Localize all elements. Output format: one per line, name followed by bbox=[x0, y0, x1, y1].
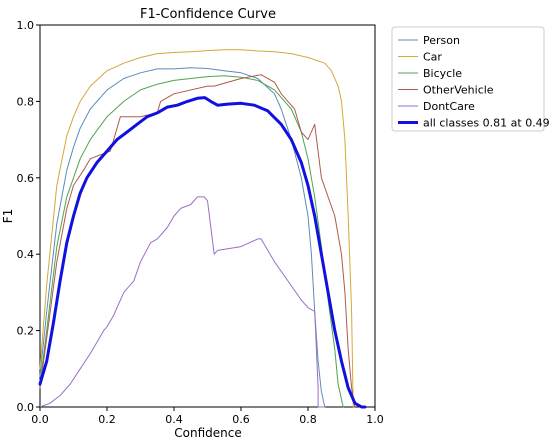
y-axis: 0.0 0.2 0.4 0.6 0.8 1.0 bbox=[17, 19, 40, 414]
y-axis-label: F1 bbox=[1, 209, 15, 224]
series-line-othervehicle bbox=[39, 74, 356, 408]
y-tick-label: 1.0 bbox=[17, 19, 35, 32]
legend: Person Car Bicycle OtherVehicle DontCare all … bbox=[391, 26, 550, 132]
x-tick-label: 0.6 bbox=[232, 413, 250, 426]
x-tick-label: 1.0 bbox=[366, 413, 384, 426]
legend-box bbox=[391, 26, 545, 132]
x-axis-label: Confidence bbox=[174, 426, 241, 440]
legend-label: Car bbox=[423, 51, 442, 64]
y-tick-label: 0.6 bbox=[17, 172, 35, 185]
x-tick-label: 0.8 bbox=[299, 413, 317, 426]
y-tick-label: 0.2 bbox=[17, 325, 35, 338]
x-axis: 0.0 0.2 0.4 0.6 0.8 1.0 bbox=[31, 407, 384, 426]
y-tick-label: 0.8 bbox=[17, 95, 35, 108]
x-tick-label: 0.2 bbox=[98, 413, 116, 426]
plot-frame bbox=[39, 24, 376, 408]
plot-area: 0.0 0.2 0.4 0.6 0.8 1.0 0.0 0.2 0.4 0.6 0.8 1.0 bbox=[17, 19, 384, 426]
chart-title: F1-Confidence Curve bbox=[140, 7, 276, 22]
legend-label: Bicycle bbox=[423, 67, 462, 80]
legend-label: Person bbox=[423, 34, 460, 47]
legend-items: Person Car Bicycle OtherVehicle DontCare all … bbox=[398, 34, 550, 130]
x-tick-label: 0.4 bbox=[165, 413, 183, 426]
legend-label: all classes 0.81 at 0.492 bbox=[423, 117, 550, 130]
y-tick-label: 0.0 bbox=[17, 401, 35, 414]
y-tick-label: 0.4 bbox=[17, 248, 35, 261]
series-line-dontcare bbox=[39, 196, 326, 408]
series-line-car bbox=[39, 49, 354, 408]
legend-label: OtherVehicle bbox=[423, 84, 494, 97]
series-line-all-classes-0-81-at-0-492 bbox=[38, 96, 367, 409]
series-line-person bbox=[39, 67, 326, 408]
x-tick-label: 0.0 bbox=[31, 413, 49, 426]
series-layer bbox=[38, 49, 367, 409]
legend-label: DontCare bbox=[423, 100, 475, 113]
